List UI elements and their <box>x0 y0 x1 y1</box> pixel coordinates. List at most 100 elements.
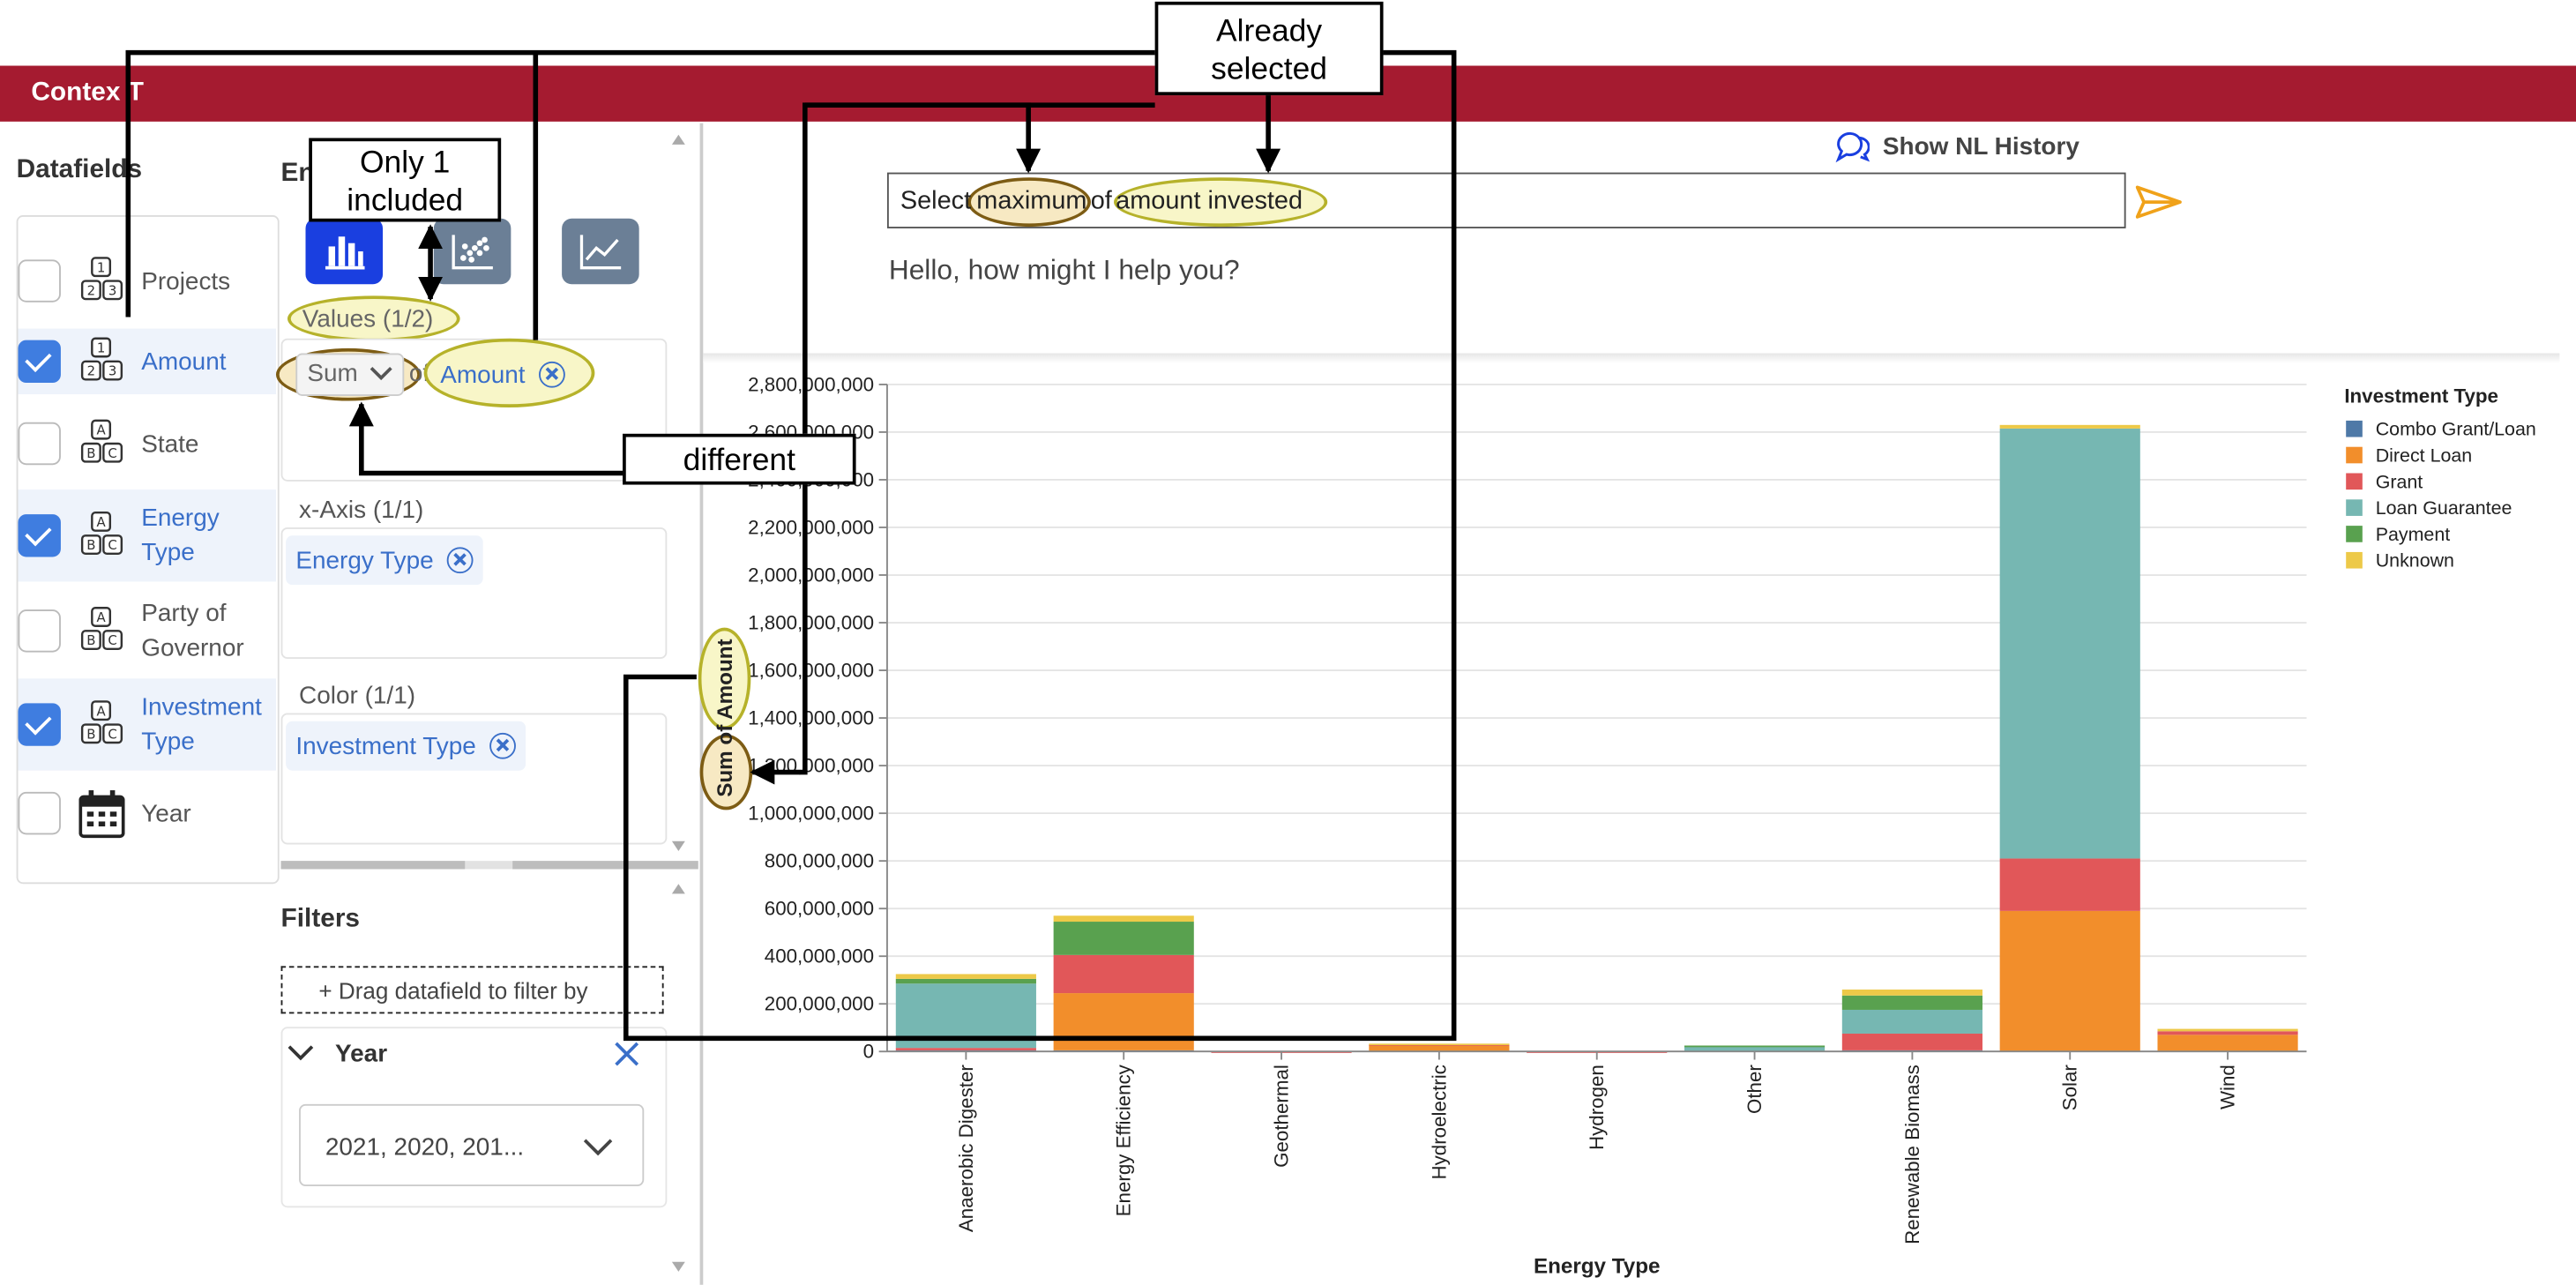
x-tick-label: Solar <box>2059 1065 2081 1111</box>
checkbox-checked[interactable] <box>18 340 61 384</box>
annotation-text: different <box>683 443 795 479</box>
bar-segment <box>2157 1031 2298 1035</box>
app-title: Contex T <box>31 78 144 108</box>
legend-label: Loan Guarantee <box>2376 497 2513 519</box>
svg-text:B: B <box>86 445 95 461</box>
scroll-up-icon[interactable] <box>671 134 685 145</box>
aggregate-select[interactable]: Sum <box>295 353 405 396</box>
svg-text:1: 1 <box>97 259 105 275</box>
scroll-up-icon[interactable] <box>671 884 685 894</box>
legend-swatch <box>2346 499 2363 516</box>
svg-text:A: A <box>96 609 106 625</box>
y-tick-label: 2,800,000,000 <box>748 373 874 395</box>
xaxis-label: x-Axis (1/1) <box>299 496 424 525</box>
chat-history-icon[interactable] <box>1833 130 1870 163</box>
checkbox[interactable] <box>18 259 61 303</box>
legend-title: Investment Type <box>2344 385 2498 407</box>
letter-blocks-icon: AB C <box>80 607 123 651</box>
annotation-text: included <box>347 183 464 219</box>
remove-icon[interactable] <box>446 547 474 574</box>
checkbox[interactable] <box>18 609 61 653</box>
bar-segment <box>1841 1033 1982 1050</box>
bar-segment <box>1999 424 2140 429</box>
color-field-chip[interactable]: Investment Type <box>286 721 526 771</box>
remove-icon[interactable] <box>489 732 516 759</box>
y-axis-agg: Sum of <box>712 724 737 797</box>
send-icon[interactable] <box>2135 184 2182 220</box>
bar-chart-button[interactable] <box>305 218 384 285</box>
svg-text:1: 1 <box>97 340 105 356</box>
line-chart-button[interactable] <box>562 218 639 285</box>
xaxis-field-chip[interactable]: Energy Type <box>286 535 483 586</box>
checkbox[interactable] <box>18 791 61 835</box>
bar-segment <box>1369 1043 1510 1046</box>
scroll-down-icon[interactable] <box>671 840 685 851</box>
aggregate-value: Sum <box>307 359 358 388</box>
checkbox[interactable] <box>18 422 61 466</box>
bar-segment <box>1999 428 2140 859</box>
legend-label: Payment <box>2376 524 2451 545</box>
year-filter-value: 2021, 2020, 201... <box>325 1133 525 1162</box>
filter-dropzone[interactable]: + Drag datafield to filter by <box>280 966 664 1014</box>
datafield-label: Amount <box>141 347 227 376</box>
svg-text:C: C <box>108 726 116 742</box>
remove-icon[interactable] <box>538 361 565 388</box>
datafield-label: Investment Type <box>141 693 262 756</box>
scatter-plot-icon <box>451 235 492 270</box>
bar-segment <box>1684 1046 1826 1052</box>
values-label: Values (1/2) <box>302 305 434 334</box>
checkbox-checked[interactable] <box>18 703 61 746</box>
scrollbar-thumb[interactable] <box>280 861 466 870</box>
chevron-down-icon <box>370 366 392 381</box>
query-of-word: of <box>1090 187 1112 216</box>
y-tick-label: 0 <box>863 1041 874 1063</box>
values-field-chip[interactable]: Amount <box>430 350 574 400</box>
year-filter-label: Year <box>335 1040 388 1068</box>
chevron-down-icon[interactable] <box>287 1043 314 1063</box>
y-tick-label: 2,000,000,000 <box>748 564 874 586</box>
svg-text:A: A <box>96 514 106 530</box>
bar-segment <box>1053 915 1194 923</box>
bar-segment <box>1053 954 1194 994</box>
number-blocks-icon: 12 3 <box>80 337 123 381</box>
checkbox-checked[interactable] <box>18 514 61 557</box>
nl-query-text: Select maximum of amount invested <box>900 187 1303 217</box>
legend-label: Direct Loan <box>2376 445 2472 466</box>
horizontal-scrollbar[interactable] <box>280 861 698 870</box>
x-tick-label: Wind <box>2217 1065 2239 1109</box>
y-tick-label: 1,200,000,000 <box>748 755 874 777</box>
letter-blocks-icon: AB C <box>80 419 123 463</box>
query-select-word: Select <box>900 187 972 216</box>
bar-segment <box>2157 1035 2298 1052</box>
bar-segment <box>1369 1045 1510 1052</box>
scatter-plot-button[interactable] <box>433 218 511 285</box>
svg-text:A: A <box>96 703 106 719</box>
x-axis-title: Energy Type <box>1534 1255 1660 1279</box>
scrollbar-thumb[interactable] <box>512 861 698 870</box>
scroll-down-icon[interactable] <box>671 1261 685 1272</box>
bar-segment <box>1841 990 1982 996</box>
year-filter-select[interactable]: 2021, 2020, 201... <box>299 1103 645 1186</box>
bar-segment <box>1999 910 2140 1052</box>
show-nl-history-button[interactable]: Show NL History <box>1882 132 2079 161</box>
values-field-label: Amount <box>440 360 526 389</box>
year-filter-card <box>280 1027 668 1208</box>
annotation-only-one-included: Only 1 included <box>309 138 502 222</box>
datafield-label: State <box>141 430 199 458</box>
y-tick-label: 800,000,000 <box>765 850 874 872</box>
svg-text:C: C <box>108 445 116 461</box>
close-icon[interactable] <box>613 1040 641 1068</box>
bar-segment <box>2157 1028 2298 1032</box>
stacked-bar-chart: 0 200,000,000 400,000,000 600,000,000 800,00… <box>748 373 2536 1279</box>
datafield-year[interactable]: Year <box>18 781 275 847</box>
datafields-heading: Datafields <box>16 155 143 184</box>
bar-segment <box>1841 995 1982 1010</box>
x-tick-label: Geothermal <box>1270 1065 1292 1168</box>
filters-heading: Filters <box>280 905 360 934</box>
